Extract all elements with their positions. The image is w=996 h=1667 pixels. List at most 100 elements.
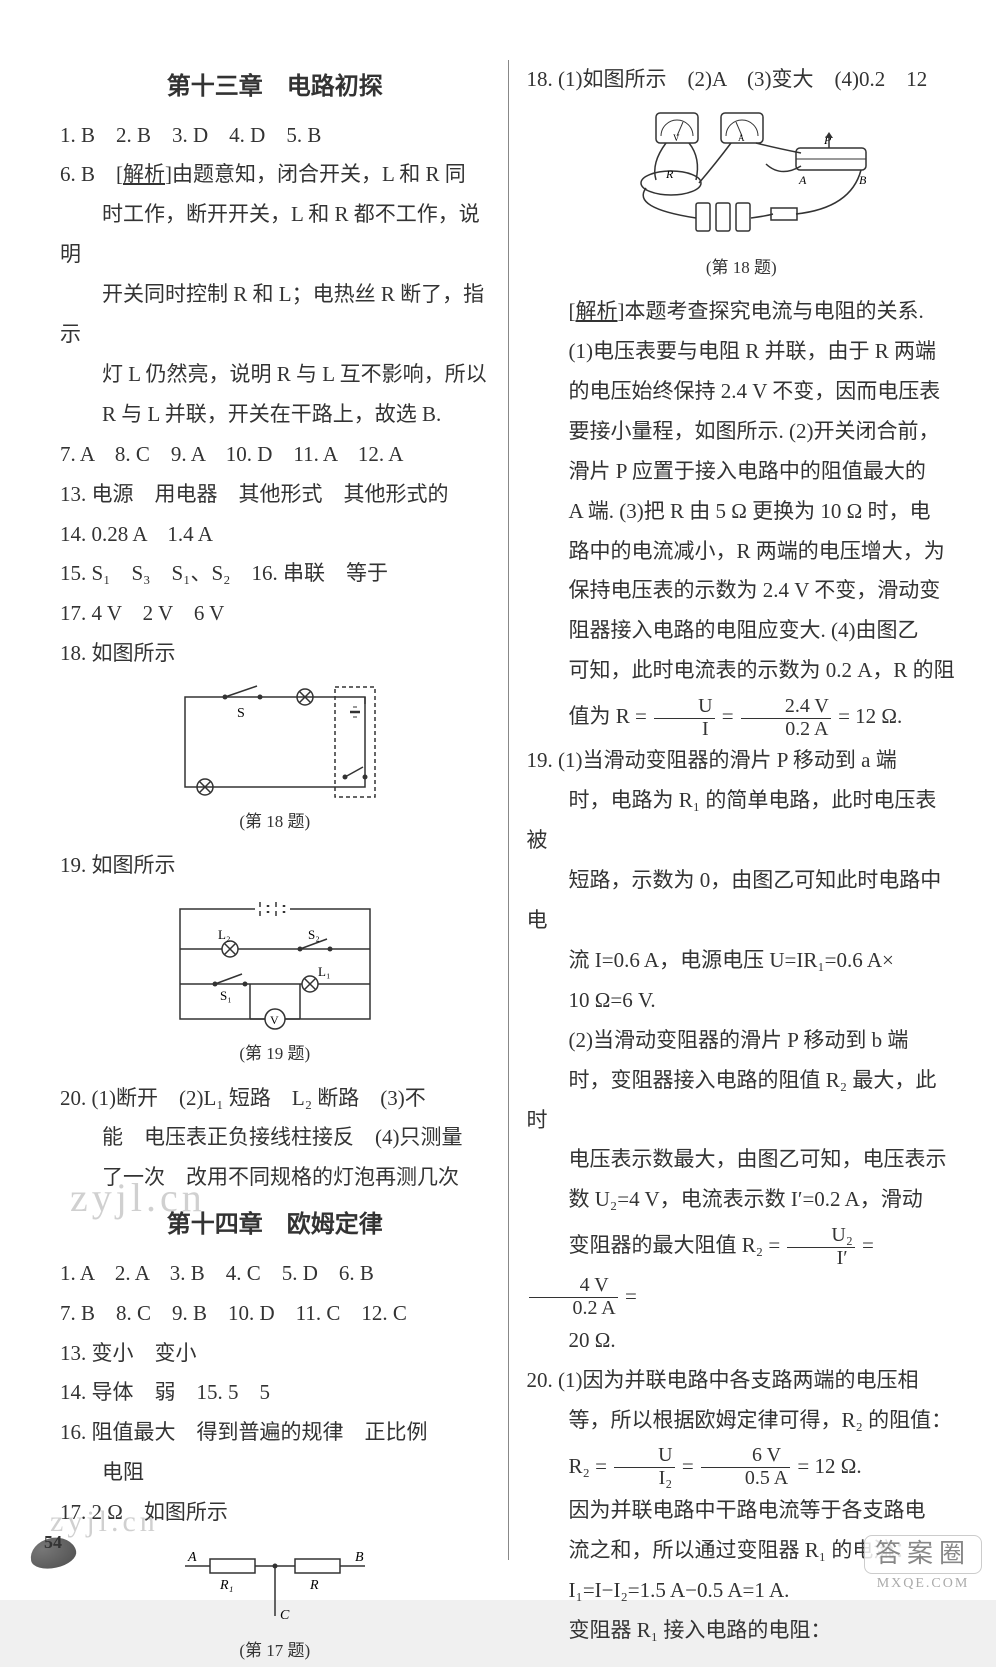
q6-b2: 时工作，断开开关，L 和 R 都不工作，说明 [60,195,490,275]
svg-text:R: R [309,1578,319,1593]
r18-a4: 要接小量程，如图所示. (2)开关闭合前， [527,412,957,452]
figure-19-left: L₂ S₂ S₁ L₁ [60,894,490,1070]
circuit-19-svg: L₂ S₂ S₁ L₁ [160,894,390,1034]
r20-6: 变阻器 R₁ 接入电路的电阻： [527,1611,957,1651]
line-1-5: 1. B 2. B 3. D 4. D 5. B [60,116,490,156]
line-18: 18. 如图所示 [60,634,490,674]
page-number-badge: 54 [30,1528,90,1572]
c14-l17: 17. 2 Ω 如图所示 [60,1493,490,1533]
f1n: U [654,696,714,719]
fig19-caption: (第 19 题) [60,1038,490,1070]
r18f-end: = 12 Ω. [838,704,902,728]
two-column-layout: 第十三章 电路初探 1. B 2. B 3. D 4. D 5. B 6. B … [60,60,956,1560]
q6-b4: 灯 L 仍然亮，说明 R 与 L 互不影响，所以 [60,355,490,395]
frac-24-02: 2.4 V0.2 A [741,696,831,741]
r18-a7: 路中的电流减小，R 两端的电压增大，为 [527,532,957,572]
r20f-pre: R₂ = [569,1454,607,1478]
fig18-caption: (第 18 题) [60,806,490,838]
analysis-tag-r: 解析 [576,299,618,323]
c14-l16b: 电阻 [60,1453,490,1493]
fig18r-caption: (第 18 题) [527,252,957,284]
r18-a9: 阻器接入电路的电阻应变大. (4)由图乙 [527,611,957,651]
svg-text:B: B [355,1550,364,1565]
r18f-mid: = [722,704,734,728]
frac-U2-Ip: U₂I′ [787,1225,854,1270]
f4d: 0.2 A [529,1298,618,1320]
q6-b5: R 与 L 并联，开关在干路上，故选 B. [60,395,490,435]
svg-text:R₁: R₁ [219,1578,233,1593]
r19-7: 时，变阻器接入电路的阻值 R₂ 最大，此时 [527,1061,957,1141]
r18-analysis: [解析]本题考查探究电流与电阻的关系. [527,292,957,332]
r19-5: 10 Ω=6 V. [527,981,957,1021]
r19f-pre: 变阻器的最大阻值 R₂ = [569,1233,781,1257]
f2n: 2.4 V [741,696,831,719]
line-20-2: 能 电压表正负接线柱接反 (4)只测量 [60,1118,490,1158]
circuit-18r-svg: V A P A B R [601,108,881,248]
r19-6: (2)当滑动变阻器的滑片 P 移动到 b 端 [527,1021,957,1061]
chapter-13-title: 第十三章 电路初探 [60,64,490,110]
q6-b3: 开关同时控制 R 和 L；电热丝 R 断了，指示 [60,275,490,355]
r18-a5: 滑片 P 应置于接入电路中的阻值最大的 [527,452,957,492]
circuit-17-svg: A R₁ R B C [170,1541,380,1631]
r20-formula: R₂ = UI₂ = 6 V0.5 A = 12 Ω. [527,1441,957,1491]
line-13: 13. 电源 用电器 其他形式 其他形式的 [60,475,490,515]
svg-text:A: A [187,1550,197,1565]
line-7-12: 7. A 8. C 9. A 10. D 11. A 12. A [60,435,490,475]
svg-text:V: V [673,133,680,143]
q6-head: 6. B [ [60,162,123,186]
r20-1: 20. (1)因为并联电路中各支路两端的电压相 [527,1361,957,1401]
svg-text:S₁: S₁ [220,988,232,1003]
f3n: U₂ [787,1225,854,1248]
q6-b1: ]由题意知，闭合开关，L 和 R 同 [165,162,466,186]
brand-name: 答案圈 [864,1535,982,1574]
page-number: 54 [44,1532,62,1553]
frac-U-I: UI [654,696,714,741]
r18-formula: 值为 R = UI = 2.4 V0.2 A = 12 Ω. [527,691,957,741]
left-column: 第十三章 电路初探 1. B 2. B 3. D 4. D 5. B 6. B … [60,60,508,1560]
r20f-end: = 12 Ω. [797,1454,861,1478]
line-15-16: 15. S₁ S₃ S₁、S₂ 16. 串联 等于 [60,554,490,594]
fig17-caption: (第 17 题) [60,1635,490,1667]
analysis-tag: 解析 [123,162,165,186]
frac-4-02: 4 V0.2 A [529,1275,618,1320]
r19-2: 时，电路为 R₁ 的简单电路，此时电压表被 [527,781,957,861]
f6n: 6 V [701,1445,790,1468]
svg-text:A: A [798,173,807,187]
c14-l1: 1. A 2. A 3. B 4. C 5. D 6. B [60,1254,490,1294]
frac-U-I2: UI₂ [614,1445,674,1490]
r18-a10: 可知，此时电流表的示数为 0.2 A，R 的阻 [527,651,957,691]
r19-4: 流 I=0.6 A，电源电压 U=IR₁=0.6 A× [527,941,957,981]
r18-head: 18. (1)如图所示 (2)A (3)变大 (4)0.2 12 [527,60,957,100]
r20-2: 等，所以根据欧姆定律可得，R₂ 的阻值： [527,1401,957,1441]
svg-text:S: S [237,706,245,721]
c14-l13: 13. 变小 变小 [60,1334,490,1374]
figure-17-left: A R₁ R B C (第 17 题) [60,1541,490,1667]
line-20-3: 了一次 改用不同规格的灯泡再测几次 [60,1158,490,1198]
svg-text:C: C [280,1608,290,1623]
r19-9: 数 U₂=4 V，电流表示数 I′=0.2 A，滑动 [527,1180,957,1220]
line-20-1: 20. (1)断开 (2)L₁ 短路 L₂ 断路 (3)不 [60,1079,490,1119]
figure-18-left: S [60,682,490,838]
f1d: I [654,719,714,741]
r19-3: 短路，示数为 0，由图乙可知此时电路中电 [527,861,957,941]
r19f-mid: = [862,1233,874,1257]
brand-badge: 答案圈 MXQE.COM [858,1535,988,1592]
circuit-18-svg: S [165,682,385,802]
chapter-14-title: 第十四章 欧姆定律 [60,1202,490,1248]
r20-3: 因为并联电路中干路电流等于各支路电 [527,1491,957,1531]
line-6: 6. B [解析]由题意知，闭合开关，L 和 R 同 [60,155,490,195]
line-17: 17. 4 V 2 V 6 V [60,594,490,634]
svg-text:R: R [665,167,674,181]
r18-a3: 的电压始终保持 2.4 V 不变，因而电压表 [527,372,957,412]
line-14: 14. 0.28 A 1.4 A [60,515,490,555]
svg-text:L₁: L₁ [318,964,330,979]
f5d: I₂ [614,1468,674,1490]
r18-a1: ]本题考查探究电流与电阻的关系. [618,299,924,323]
r18-a6: A 端. (3)把 R 由 5 Ω 更换为 10 Ω 时，电 [527,492,957,532]
brand-url: MXQE.COM [858,1576,988,1592]
svg-text:S₂: S₂ [308,927,320,942]
svg-text:A: A [738,133,745,143]
right-column: 18. (1)如图所示 (2)A (3)变大 (4)0.2 12 V A [508,60,957,1560]
svg-text:V: V [270,1013,279,1027]
r18f-pre: 值为 R = [569,704,647,728]
